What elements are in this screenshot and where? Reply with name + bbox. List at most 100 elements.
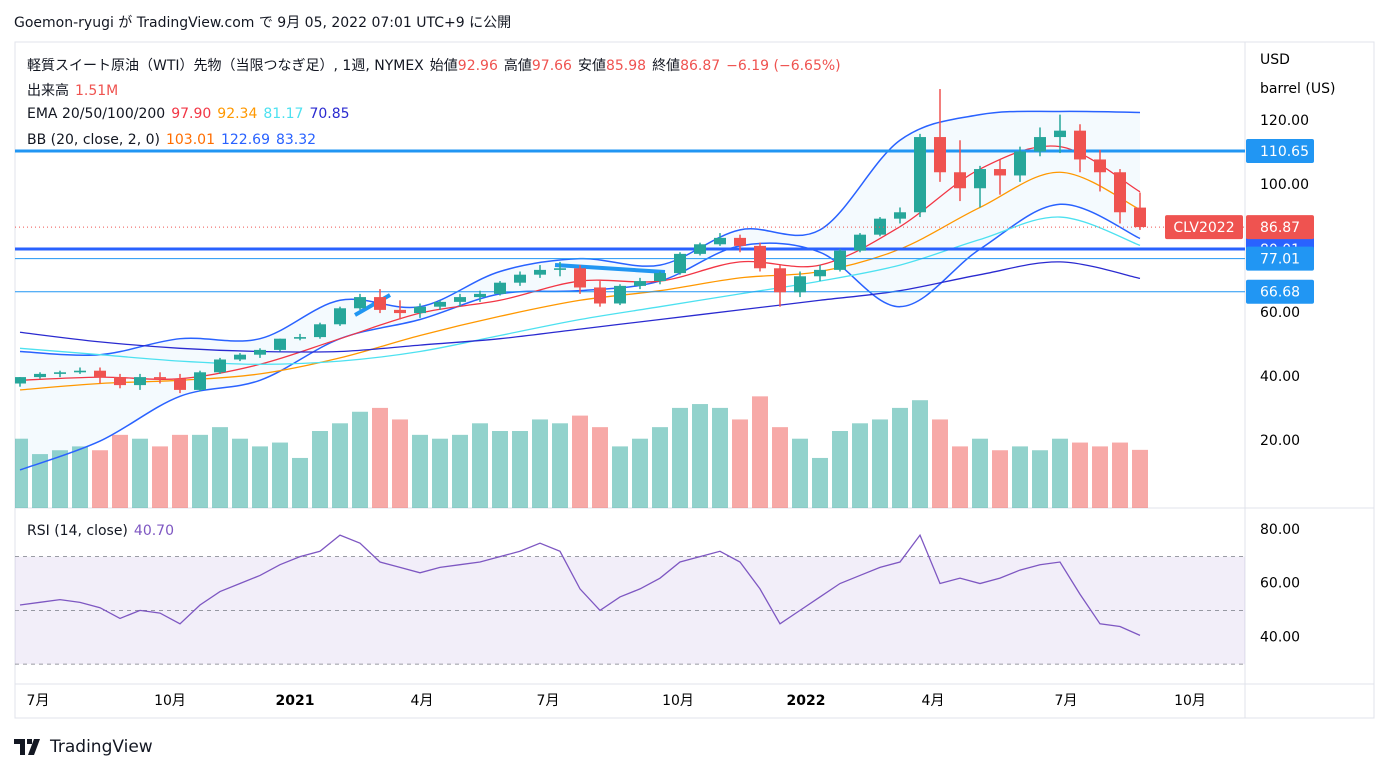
candle-body [394,309,406,314]
ema-name: EMA 20/50/100/200 [27,106,166,122]
ema-line [19,171,1141,391]
x-tick-label: 10月 [1174,693,1206,709]
volume-bar [712,407,728,508]
level-label-bg [1246,138,1314,163]
volume-bar [1052,438,1068,508]
candle-body [494,282,506,294]
legend-ema: EMA 20/50/100/200 97.90 92.34 81.17 70.85 [27,106,362,122]
trend-line [554,263,666,274]
footer: TradingView [14,737,153,757]
candle-body [154,377,166,379]
x-tick-label: 4月 [411,693,434,709]
candle-body [134,377,146,386]
candle-body [514,274,526,283]
candle-body [254,349,266,355]
candle-body [834,250,846,270]
volume-bar [72,446,88,508]
price-pane [15,89,1245,508]
volume-bar [92,450,108,508]
volume-bar [732,419,748,508]
volume-value: 1.51M [75,83,119,99]
y-axis-unit: USD [1260,52,1290,68]
volume-bar [1032,450,1048,508]
last-price-bg [1246,215,1314,240]
volume-bar [852,423,868,508]
candle-body [314,324,326,338]
volume-bar [992,450,1008,508]
ema-value: 70.85 [309,106,350,122]
volume-bar [1092,446,1108,508]
volume-bar [772,427,788,508]
x-tick-label: 4月 [922,693,945,709]
candle-body [854,234,866,251]
candle-body [34,373,46,378]
candle-body [1114,172,1126,213]
x-tick-label: 10月 [154,693,186,709]
candle-body [994,169,1006,176]
candle-body [1074,130,1086,160]
volume-bar [132,438,148,508]
volume-bar [352,411,368,508]
volume-bar [1132,449,1148,508]
volume-bar [892,407,908,508]
y-tick-label: 100.00 [1260,177,1309,193]
candle-body [74,370,86,373]
volume-bar [332,423,348,508]
legend-rsi: RSI (14, close) 40.70 [27,523,180,539]
ema-value: 97.90 [171,106,212,122]
candle-body [94,370,106,378]
volume-bar [232,438,248,508]
rsi-value: 40.70 [133,523,174,539]
candle-body [714,237,726,245]
candle-body [694,244,706,254]
level-label: 66.68 [1260,285,1300,301]
y-axis-unit: barrel (US) [1260,81,1335,97]
bb-name: BB (20, close, 2, 0) [27,132,160,148]
volume-bar [932,419,948,508]
volume-bar [532,419,548,508]
bb-value: 122.69 [220,132,270,148]
volume-bar [392,419,408,508]
candle-body [354,297,366,309]
candle-body [914,137,926,213]
candle-body [934,137,946,173]
x-tick-label: 7月 [1055,693,1078,709]
bb-value: 83.32 [275,132,317,148]
rsi-tick-label: 60.00 [1260,576,1300,592]
candle-body [794,276,806,293]
volume-bar [172,434,188,508]
ohlc-label: 終値 [652,58,681,74]
volume-bar [552,423,568,508]
symbol-bg [1165,215,1243,240]
candle-body [194,372,206,390]
candle-body [1014,151,1026,176]
level-label: 110.65 [1260,144,1309,160]
candle-body [974,169,986,189]
volume-bar [672,407,688,508]
candle-body [114,377,126,386]
candle-body [1134,207,1146,228]
volume-bar [832,431,848,508]
volume-bar [372,407,388,508]
brand: TradingView [50,737,153,757]
volume-bar [212,427,228,508]
legend-volume: 出来高 1.51M [27,80,124,100]
volume-bar [752,396,768,508]
candle-body [15,377,26,384]
volume-bar [632,438,648,508]
ohlc-label: 高値 [503,58,532,74]
volume-bar [152,446,168,508]
volume-bar [52,450,68,508]
ema-value: 92.34 [217,106,258,122]
volume-bar [432,438,448,508]
rsi-tick-label: 80.00 [1260,522,1300,538]
candle-body [754,245,766,269]
level-label-bg [1246,279,1314,304]
candle-body [54,372,66,374]
candle-body [814,269,826,277]
level-label-bg [1246,246,1314,271]
volume-bar [272,442,288,508]
volume-bar [972,438,988,508]
